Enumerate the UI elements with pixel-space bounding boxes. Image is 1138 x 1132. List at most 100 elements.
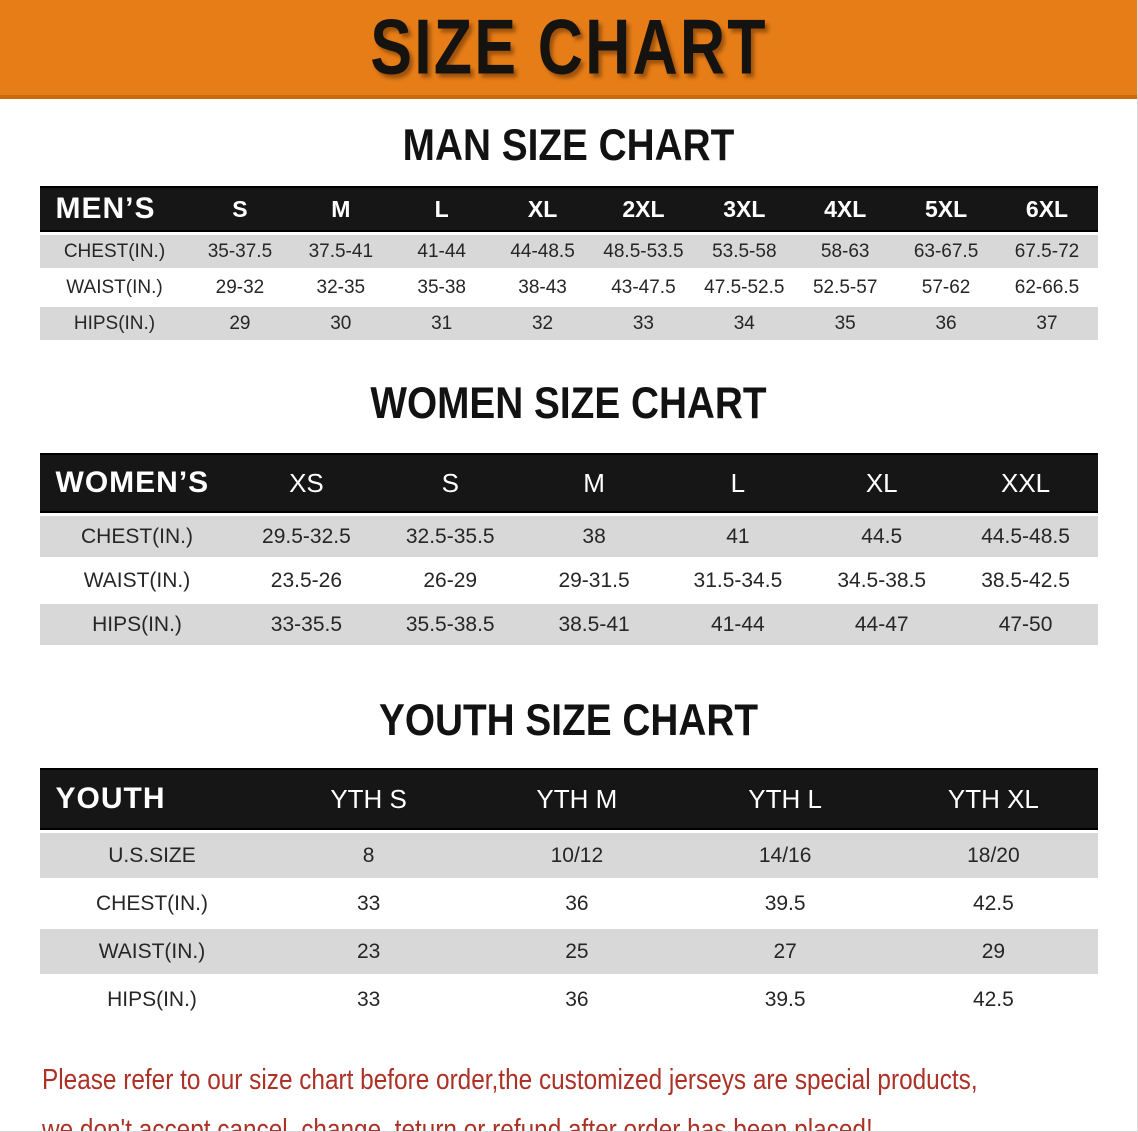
- size-value-cell: 33: [264, 881, 473, 926]
- row-label: CHEST(IN.): [39, 235, 190, 268]
- size-value-cell: 35-38: [391, 271, 493, 304]
- women-table-header: WOMEN’S XS S M L XL XXL: [39, 453, 1098, 513]
- size-value-cell: 47.5-52.5: [693, 271, 795, 304]
- men-section: MAN SIZE CHART MEN’S S M L XL 2XL 3XL 4XL 5XL 6XL…: [0, 121, 1137, 343]
- table-row: WAIST(IN.) 29-32 32-35 35-38 38-43 43-47.5 47.…: [39, 271, 1098, 304]
- size-value-cell: 35-37.5: [189, 235, 291, 268]
- table-row: CHEST(IN.) 35-37.5 37.5-41 41-44 44-48.5 48.5…: [39, 235, 1098, 268]
- size-value-cell: 36: [472, 881, 681, 926]
- size-column-header: M: [290, 186, 392, 232]
- size-value-cell: 39.5: [681, 977, 890, 1022]
- size-value-cell: 29: [189, 307, 291, 340]
- youth-table-body: U.S.SIZE 8 10/12 14/16 18/20 CHEST(IN.) 33 36 39…: [39, 833, 1098, 1022]
- size-value-cell: 31: [391, 307, 493, 340]
- size-value-cell: 34: [693, 307, 795, 340]
- men-table-header: MEN’S S M L XL 2XL 3XL 4XL 5XL 6XL: [39, 186, 1098, 232]
- size-value-cell: 29: [889, 929, 1098, 974]
- size-value-cell: 38-43: [492, 271, 593, 304]
- table-header-label: MEN’S: [39, 186, 190, 232]
- size-value-cell: 38.5-41: [522, 604, 666, 645]
- size-value-cell: 29-31.5: [522, 560, 666, 601]
- men-table-body: CHEST(IN.) 35-37.5 37.5-41 41-44 44-48.5 48.5…: [39, 235, 1098, 340]
- size-value-cell: 67.5-72: [996, 235, 1098, 268]
- table-row: CHEST(IN.) 29.5-32.5 32.5-35.5 38 41 44.5 44.5…: [39, 516, 1098, 557]
- size-value-cell: 35: [794, 307, 896, 340]
- size-value-cell: 8: [264, 833, 473, 878]
- size-value-cell: 58-63: [794, 235, 896, 268]
- header-row: MEN’S S M L XL 2XL 3XL 4XL 5XL 6XL: [39, 186, 1098, 232]
- header-row: YOUTH YTH S YTH M YTH L YTH XL: [39, 768, 1098, 830]
- men-section-heading: MAN SIZE CHART: [402, 121, 735, 171]
- size-value-cell: 33: [264, 977, 473, 1022]
- size-value-cell: 53.5-58: [693, 235, 795, 268]
- disclaimer: Please refer to our size chart before or…: [42, 1055, 1137, 1132]
- page-title: SIZE CHART: [369, 3, 768, 92]
- banner: SIZE CHART: [0, 0, 1137, 99]
- row-label: HIPS(IN.): [39, 307, 190, 340]
- size-value-cell: 25: [472, 929, 681, 974]
- row-label: HIPS(IN.): [39, 604, 235, 645]
- size-value-cell: 44-47: [809, 604, 954, 645]
- size-value-cell: 39.5: [681, 881, 890, 926]
- size-column-header: 6XL: [996, 186, 1098, 232]
- size-column-header: L: [391, 186, 493, 232]
- size-value-cell: 57-62: [895, 271, 997, 304]
- size-column-header: XS: [234, 453, 379, 513]
- youth-section: YOUTH SIZE CHART YOUTH YTH S YTH M YTH L YTH…: [0, 696, 1137, 1025]
- size-value-cell: 38.5-42.5: [953, 560, 1098, 601]
- size-value-cell: 48.5-53.5: [593, 235, 694, 268]
- size-value-cell: 23.5-26: [234, 560, 379, 601]
- youth-size-table: YOUTH YTH S YTH M YTH L YTH XL U.S.SIZE 8 10/1…: [39, 765, 1098, 1025]
- size-value-cell: 29-32: [189, 271, 291, 304]
- women-table-body: CHEST(IN.) 29.5-32.5 32.5-35.5 38 41 44.5 44.5…: [39, 516, 1098, 645]
- table-row: WAIST(IN.) 23.5-26 26-29 29-31.5 31.5-34.5 34…: [39, 560, 1098, 601]
- table-row: WAIST(IN.) 23 25 27 29: [39, 929, 1098, 974]
- size-value-cell: 27: [681, 929, 890, 974]
- table-row: HIPS(IN.) 33 36 39.5 42.5: [39, 977, 1098, 1022]
- table-row: HIPS(IN.) 29 30 31 32 33 34 35 36 37: [39, 307, 1098, 340]
- size-value-cell: 42.5: [889, 881, 1098, 926]
- size-value-cell: 26-29: [378, 560, 523, 601]
- size-value-cell: 10/12: [472, 833, 681, 878]
- women-section-heading: WOMEN SIZE CHART: [370, 379, 767, 429]
- row-label: HIPS(IN.): [39, 977, 265, 1022]
- row-label: CHEST(IN.): [39, 881, 265, 926]
- size-value-cell: 63-67.5: [895, 235, 997, 268]
- size-value-cell: 31.5-34.5: [665, 560, 810, 601]
- size-value-cell: 33-35.5: [234, 604, 379, 645]
- size-value-cell: 30: [290, 307, 392, 340]
- disclaimer-line-2: we don't accept cancel, change, teturn o…: [42, 1114, 873, 1132]
- men-size-table: MEN’S S M L XL 2XL 3XL 4XL 5XL 6XL CHEST(IN.) 35-3…: [39, 183, 1098, 343]
- size-value-cell: 44-48.5: [492, 235, 593, 268]
- size-column-header: 3XL: [693, 186, 795, 232]
- size-column-header: S: [378, 453, 523, 513]
- row-label: CHEST(IN.): [39, 516, 235, 557]
- size-value-cell: 42.5: [889, 977, 1098, 1022]
- size-value-cell: 18/20: [889, 833, 1098, 878]
- table-row: U.S.SIZE 8 10/12 14/16 18/20: [39, 833, 1098, 878]
- size-value-cell: 32-35: [290, 271, 392, 304]
- size-value-cell: 32.5-35.5: [378, 516, 523, 557]
- table-header-label: WOMEN’S: [39, 453, 235, 513]
- table-header-label: YOUTH: [39, 768, 265, 830]
- row-label: U.S.SIZE: [39, 833, 265, 878]
- size-value-cell: 35.5-38.5: [378, 604, 523, 645]
- size-value-cell: 37.5-41: [290, 235, 392, 268]
- size-column-header: S: [189, 186, 291, 232]
- size-column-header: 4XL: [794, 186, 896, 232]
- size-value-cell: 29.5-32.5: [234, 516, 379, 557]
- table-row: HIPS(IN.) 33-35.5 35.5-38.5 38.5-41 41-44 44-…: [39, 604, 1098, 645]
- size-column-header: 2XL: [593, 186, 694, 232]
- size-column-header: XL: [492, 186, 593, 232]
- size-value-cell: 44.5: [809, 516, 954, 557]
- size-column-header: YTH M: [472, 768, 681, 830]
- size-value-cell: 41: [665, 516, 810, 557]
- size-value-cell: 44.5-48.5: [953, 516, 1098, 557]
- women-size-table: WOMEN’S XS S M L XL XXL CHEST(IN.) 29.5-32.5 32.…: [39, 450, 1098, 648]
- size-column-header: YTH L: [681, 768, 890, 830]
- size-value-cell: 62-66.5: [996, 271, 1098, 304]
- size-value-cell: 32: [492, 307, 593, 340]
- disclaimer-line-1: Please refer to our size chart before or…: [42, 1064, 978, 1096]
- size-column-header: 5XL: [895, 186, 997, 232]
- row-label: WAIST(IN.): [39, 929, 265, 974]
